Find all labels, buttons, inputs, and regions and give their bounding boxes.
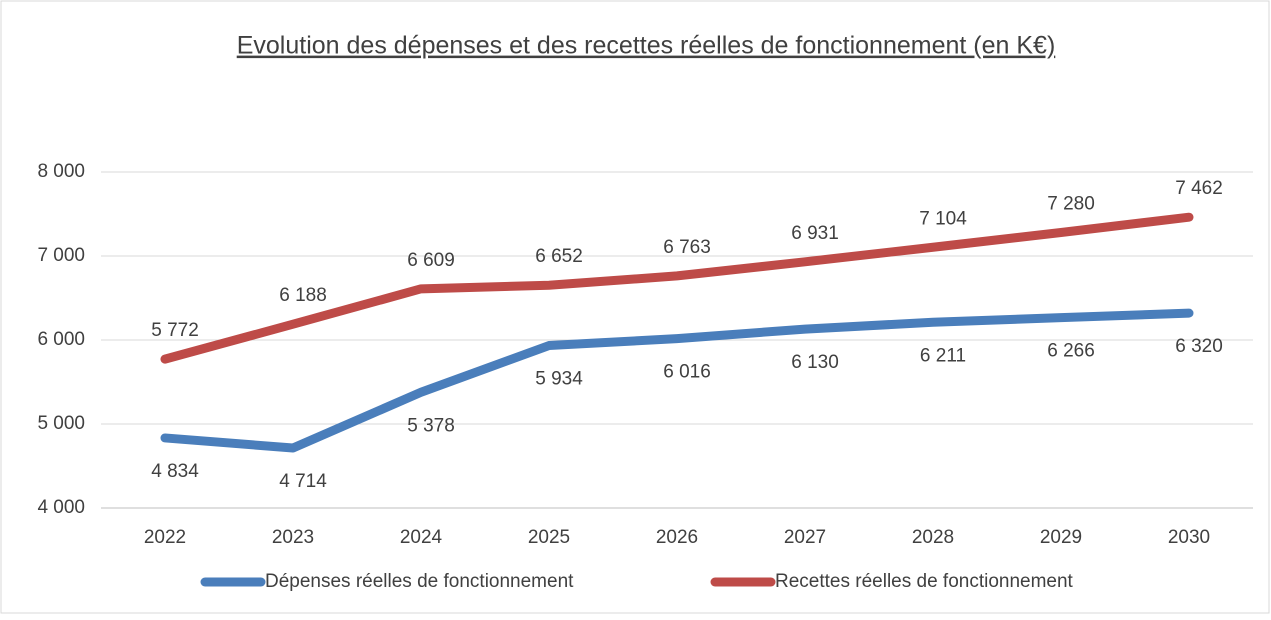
x-tick-label: 2023 <box>272 527 314 548</box>
data-label: 4 834 <box>151 461 199 482</box>
x-tick-label: 2029 <box>1040 527 1082 548</box>
data-label: 6 211 <box>920 345 966 366</box>
x-tick-label: 2022 <box>144 527 186 548</box>
data-label: 6 609 <box>407 250 455 271</box>
y-tick-label: 6 000 <box>37 329 85 350</box>
series-line <box>160 308 1194 453</box>
data-label: 6 763 <box>663 237 711 258</box>
data-label: 6 652 <box>535 246 583 267</box>
data-label: 6 931 <box>791 223 839 244</box>
data-label: 6 320 <box>1175 336 1223 357</box>
data-label: 5 772 <box>151 320 199 341</box>
x-tick-label: 2024 <box>400 527 443 548</box>
x-tick-label: 2030 <box>1168 527 1210 548</box>
x-tick-label: 2025 <box>528 527 570 548</box>
data-label: 7 462 <box>1175 178 1223 199</box>
data-label: 6 266 <box>1047 341 1095 362</box>
x-tick-label: 2027 <box>784 527 826 548</box>
data-label: 7 280 <box>1047 193 1095 214</box>
y-tick-label: 8 000 <box>37 161 85 182</box>
data-label: 5 378 <box>407 415 455 436</box>
data-label: 6 188 <box>279 285 327 306</box>
data-label: 6 016 <box>663 362 711 383</box>
y-tick-label: 5 000 <box>37 413 85 434</box>
x-tick-label: 2028 <box>912 527 954 548</box>
legend-label: Recettes réelles de fonctionnement <box>775 571 1074 592</box>
y-tick-label: 4 000 <box>37 497 85 518</box>
data-label: 4 714 <box>279 471 327 492</box>
y-tick-label: 7 000 <box>37 245 85 266</box>
x-tick-label: 2026 <box>656 527 698 548</box>
legend-label: Dépenses réelles de fonctionnement <box>265 571 574 592</box>
chart-title: Evolution des dépenses et des recettes r… <box>237 32 1056 60</box>
data-label: 5 934 <box>535 369 583 390</box>
data-label: 6 130 <box>791 352 839 373</box>
series-line <box>160 212 1194 364</box>
data-label: 7 104 <box>919 208 967 229</box>
